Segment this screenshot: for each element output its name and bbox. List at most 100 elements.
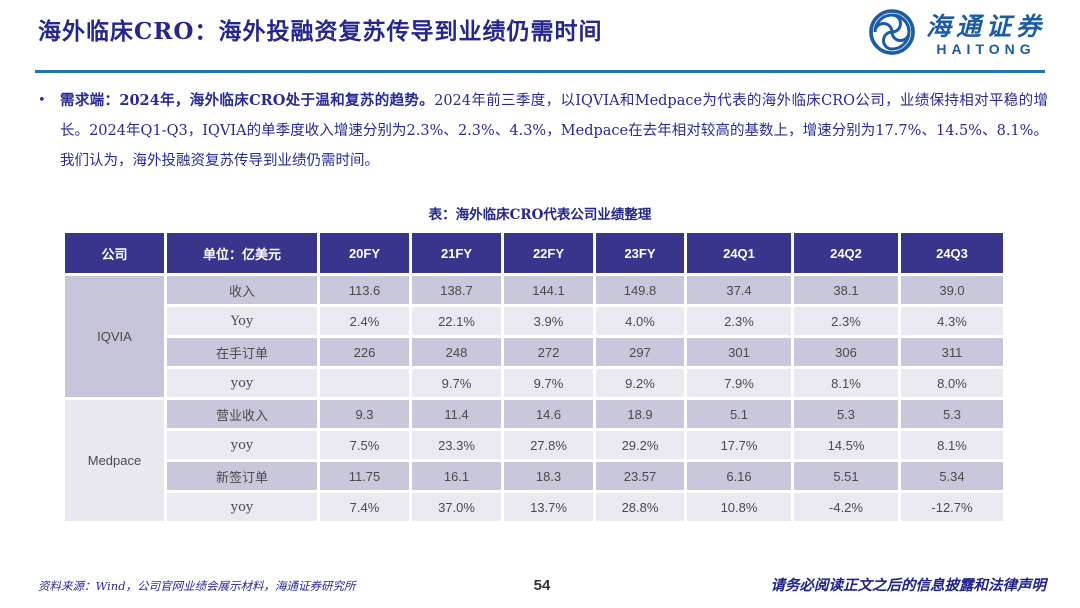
- value-cell: 138.7: [412, 276, 501, 304]
- metric-cell: yoy: [167, 431, 317, 459]
- value-cell: 5.34: [901, 462, 1003, 490]
- value-cell: 306: [794, 338, 898, 366]
- metric-cell: 新签订单: [167, 462, 317, 490]
- haitong-emblem-icon: [868, 8, 916, 61]
- table-row: 在手订单 226 248 272 297 301 306 311: [65, 338, 1003, 366]
- value-cell: 17.7%: [687, 431, 791, 459]
- value-cell: 5.1: [687, 400, 791, 428]
- value-cell: 248: [412, 338, 501, 366]
- column-header: 24Q1: [687, 233, 791, 273]
- page-title: 海外临床CRO：海外投融资复苏传导到业绩仍需时间: [38, 18, 603, 45]
- value-cell: 14.5%: [794, 431, 898, 459]
- value-cell: 23.57: [596, 462, 684, 490]
- value-cell: 18.3: [504, 462, 593, 490]
- logo-chinese-name: 海通证券: [925, 11, 1046, 41]
- table-row: Yoy 2.4% 22.1% 3.9% 4.0% 2.3% 2.3% 4.3%: [65, 307, 1003, 335]
- summary-paragraph: • 需求端：2024年，海外临床CRO处于温和复苏的趋势。2024年前三季度，以…: [38, 86, 1048, 176]
- value-cell: 10.8%: [687, 493, 791, 521]
- value-cell: 2.3%: [687, 307, 791, 335]
- table-row: Medpace 营业收入 9.3 11.4 14.6 18.9 5.1 5.3 5.3: [65, 400, 1003, 521]
- summary-body: 2024年前三季度，以IQVIA和Medpace为代表的海外临床CRO公司，业绩…: [60, 93, 1048, 169]
- metric-cell: Yoy: [167, 307, 317, 335]
- value-cell: 23.3%: [412, 431, 501, 459]
- table-caption: 表：海外临床CRO代表公司业绩整理: [428, 207, 652, 223]
- value-cell: 8.1%: [794, 369, 898, 397]
- table-row: yoy 7.4% 37.0% 13.7% 28.8% 10.8% -4.2% -12.7%: [65, 493, 1003, 521]
- value-cell: 2.3%: [794, 307, 898, 335]
- disclaimer-text: 请务必阅读正文之后的信息披露和法律声明: [770, 577, 1047, 594]
- value-cell: 311: [901, 338, 1003, 366]
- table-row: 新签订单 11.75 16.1 18.3 23.57 6.16 5.51 5.34: [65, 462, 1003, 490]
- summary-text: 需求端：2024年，海外临床CRO处于温和复苏的趋势。2024年前三季度，以IQ…: [60, 86, 1048, 176]
- value-cell: 5.51: [794, 462, 898, 490]
- table-header-row: 公司 单位：亿美元 20FY 21FY 22FY 23FY 24Q1 24Q2 24Q3: [65, 233, 1003, 273]
- value-cell: 14.6: [504, 400, 593, 428]
- value-cell: 6.16: [687, 462, 791, 490]
- column-header: 24Q3: [901, 233, 1003, 273]
- value-cell: 149.8: [596, 276, 684, 304]
- value-cell: 28.8%: [596, 493, 684, 521]
- value-cell: 38.1: [794, 276, 898, 304]
- company-cell: IQVIA: [65, 276, 164, 397]
- column-header: 单位：亿美元: [167, 233, 317, 273]
- table-row: yoy 9.7% 9.7% 9.2% 7.9% 8.1% 8.0%: [65, 369, 1003, 397]
- column-header: 23FY: [596, 233, 684, 273]
- value-cell: -4.2%: [794, 493, 898, 521]
- value-cell: -12.7%: [901, 493, 1003, 521]
- value-cell: 5.3: [794, 400, 898, 428]
- value-cell: [320, 369, 409, 397]
- footer: 资料来源：Wind，公司官网业绩会展示材料，海通证券研究所 54 请务必阅读正文…: [38, 574, 1046, 595]
- table-row: yoy 7.5% 23.3% 27.8% 29.2% 17.7% 14.5% 8.1%: [65, 431, 1003, 459]
- value-cell: 144.1: [504, 276, 593, 304]
- value-cell: 113.6: [320, 276, 409, 304]
- company-logo: 海通证券 HAITONG: [868, 8, 1046, 61]
- value-cell: 16.1: [412, 462, 501, 490]
- value-cell: 22.1%: [412, 307, 501, 335]
- company-cell: Medpace: [65, 400, 164, 521]
- summary-lead: 需求端：2024年，海外临床CRO处于温和复苏的趋势。: [60, 92, 435, 109]
- value-cell: 3.9%: [504, 307, 593, 335]
- value-cell: 37.0%: [412, 493, 501, 521]
- value-cell: 8.0%: [901, 369, 1003, 397]
- value-cell: 9.7%: [504, 369, 593, 397]
- page-number: 54: [533, 577, 551, 594]
- value-cell: 11.75: [320, 462, 409, 490]
- value-cell: 29.2%: [596, 431, 684, 459]
- logo-text: 海通证券 HAITONG: [926, 14, 1046, 56]
- value-cell: 9.3: [320, 400, 409, 428]
- value-cell: 4.3%: [901, 307, 1003, 335]
- metric-cell: yoy: [167, 369, 317, 397]
- value-cell: 226: [320, 338, 409, 366]
- bullet-icon: •: [38, 93, 46, 108]
- metric-cell: 营业收入: [167, 400, 317, 428]
- column-header: 24Q2: [794, 233, 898, 273]
- metric-cell: yoy: [167, 493, 317, 521]
- value-cell: 4.0%: [596, 307, 684, 335]
- title-divider: [35, 70, 1045, 73]
- value-cell: 11.4: [412, 400, 501, 428]
- column-header: 公司: [65, 233, 164, 273]
- metric-cell: 在手订单: [167, 338, 317, 366]
- value-cell: 2.4%: [320, 307, 409, 335]
- value-cell: 18.9: [596, 400, 684, 428]
- column-header: 22FY: [504, 233, 593, 273]
- column-header: 20FY: [320, 233, 409, 273]
- value-cell: 39.0: [901, 276, 1003, 304]
- table-row: IQVIA 收入 113.6 138.7 144.1 149.8 37.4 38.1 39.0: [65, 276, 1003, 397]
- value-cell: 272: [504, 338, 593, 366]
- value-cell: 13.7%: [504, 493, 593, 521]
- value-cell: 9.2%: [596, 369, 684, 397]
- value-cell: 301: [687, 338, 791, 366]
- value-cell: 7.5%: [320, 431, 409, 459]
- value-cell: 8.1%: [901, 431, 1003, 459]
- value-cell: 27.8%: [504, 431, 593, 459]
- value-cell: 7.9%: [687, 369, 791, 397]
- metric-cell: 收入: [167, 276, 317, 304]
- value-cell: 297: [596, 338, 684, 366]
- column-header: 21FY: [412, 233, 501, 273]
- value-cell: 37.4: [687, 276, 791, 304]
- source-note: 资料来源：Wind，公司官网业绩会展示材料，海通证券研究所: [38, 579, 356, 593]
- performance-table: 公司 单位：亿美元 20FY 21FY 22FY 23FY 24Q1 24Q2 24Q3 IQV…: [62, 230, 1006, 524]
- value-cell: 7.4%: [320, 493, 409, 521]
